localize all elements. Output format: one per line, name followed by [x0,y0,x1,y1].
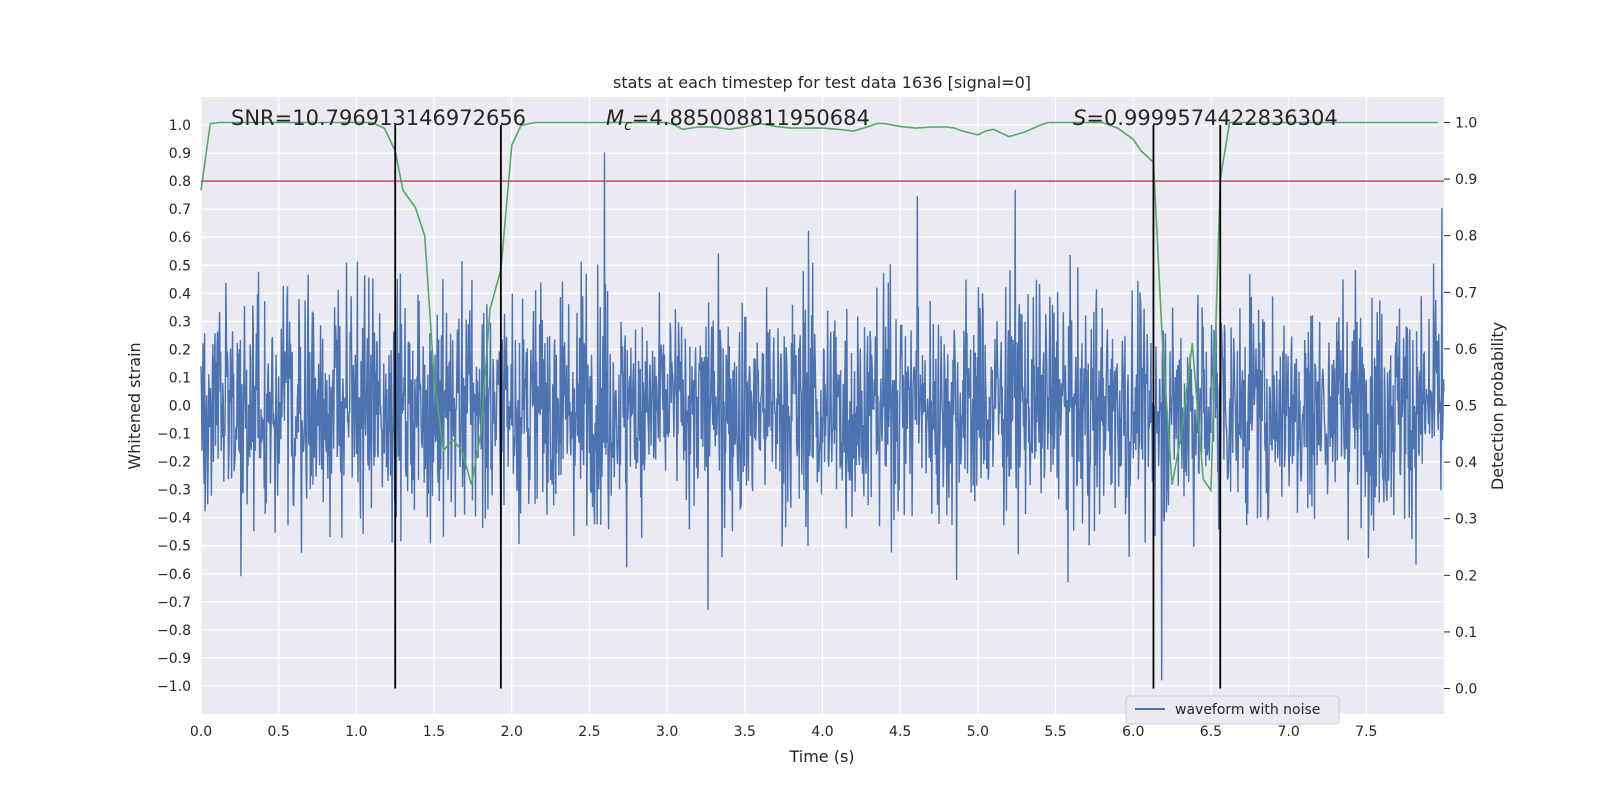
y-tick-label: 0.6 [169,230,191,246]
y-tick-label: 0.7 [169,202,191,218]
x-tick-label: 6.5 [1200,724,1222,740]
x-tick-label: 4.0 [811,724,833,740]
x-tick-label: 5.0 [967,724,989,740]
y-tick-label: −1.0 [157,679,191,695]
legend: waveform with noise [1125,695,1340,725]
y2-axis-label: Detection probability [1488,322,1507,490]
x-tick-label: 7.0 [1277,724,1299,740]
y2-tick-label: 0.7 [1455,285,1477,301]
vertical-markers [394,125,1222,689]
y-tick-label: −0.4 [157,511,191,527]
y-axis-label: Whitened strain [125,342,144,469]
y2-tick-label: 1.0 [1455,115,1477,131]
probability-series [200,121,1438,493]
y-axis-ticks: −1.0 −0.9 −0.8 −0.7 −0.6 −0.5 −0.4 −0.3 −0.2 −0.1… [157,118,191,695]
y-tick-label: 0.0 [169,399,191,415]
y2-tick-label: 0.3 [1455,512,1477,528]
y-tick-label: −0.9 [157,651,191,667]
y-tick-label: −0.1 [157,427,191,443]
x-tick-label: 1.5 [423,724,445,740]
y-tick-label: 0.2 [169,342,191,358]
x-tick-label: 7.5 [1355,724,1377,740]
s-annotation: S=0.9999574422836304 [1073,106,1338,130]
y2-tick-label: 0.2 [1455,568,1477,584]
y-tick-label: −0.8 [157,623,191,639]
legend-entry: waveform with noise [1175,702,1320,718]
y2-axis-ticks: 0.0 0.1 0.2 0.3 0.4 0.5 0.6 0.7 0.8 0.9 1.0 [1444,115,1477,698]
x-tick-label: 3.0 [656,724,678,740]
y2-tick-label: 0.0 [1455,682,1477,698]
y-tick-label: 0.9 [169,146,191,162]
y-tick-label: 0.5 [169,258,191,274]
x-tick-label: 0.0 [190,724,212,740]
chart-title: stats at each timestep for test data 163… [613,73,1031,92]
chirp-mass-symbol: M [606,106,624,130]
y2-tick-label: 0.8 [1455,229,1477,245]
x-tick-label: 5.5 [1044,724,1066,740]
x-tick-label: 2.5 [578,724,600,740]
y-tick-label: −0.6 [157,567,191,583]
y2-tick-label: 0.5 [1455,399,1477,415]
y2-tick-label: 0.9 [1455,172,1477,188]
noise-trace [200,152,1445,681]
x-tick-label: 2.0 [501,724,523,740]
chirp-mass-subscript: c [624,118,632,134]
legend-box [1125,695,1340,725]
y-tick-label: 1.0 [169,118,191,134]
y-tick-label: −0.5 [157,539,191,555]
y2-tick-label: 0.4 [1455,455,1477,471]
x-axis-ticks: 0.0 0.5 1.0 1.5 2.0 2.5 3.0 3.5 4.0 4.5 5.0 5.5 6.0 6… [190,724,1378,740]
s-value: =0.9999574422836304 [1086,106,1337,130]
y-tick-label: 0.4 [169,286,191,302]
chirp-mass-value: =4.885008811950684 [632,106,870,130]
y-tick-label: −0.7 [157,595,191,611]
x-tick-label: 6.0 [1122,724,1144,740]
x-axis-label: Time (s) [788,747,854,766]
x-tick-label: 4.5 [889,724,911,740]
probability-line [200,121,1438,493]
snr-annotation: SNR=10.796913146972656 [231,106,526,130]
s-symbol: S [1073,106,1086,130]
y2-tick-label: 0.1 [1455,625,1477,641]
chirp-mass-annotation: Mc=4.885008811950684 [606,106,870,134]
y-tick-label: 0.8 [169,174,191,190]
y-tick-label: 0.3 [169,314,191,330]
y2-tick-label: 0.6 [1455,342,1477,358]
y-tick-label: −0.3 [157,483,191,499]
noise-series [200,152,1445,681]
x-tick-label: 1.0 [345,724,367,740]
x-tick-label: 0.5 [268,724,290,740]
x-tick-label: 3.5 [734,724,756,740]
y-tick-label: 0.1 [169,370,191,386]
y-tick-label: −0.2 [157,455,191,471]
